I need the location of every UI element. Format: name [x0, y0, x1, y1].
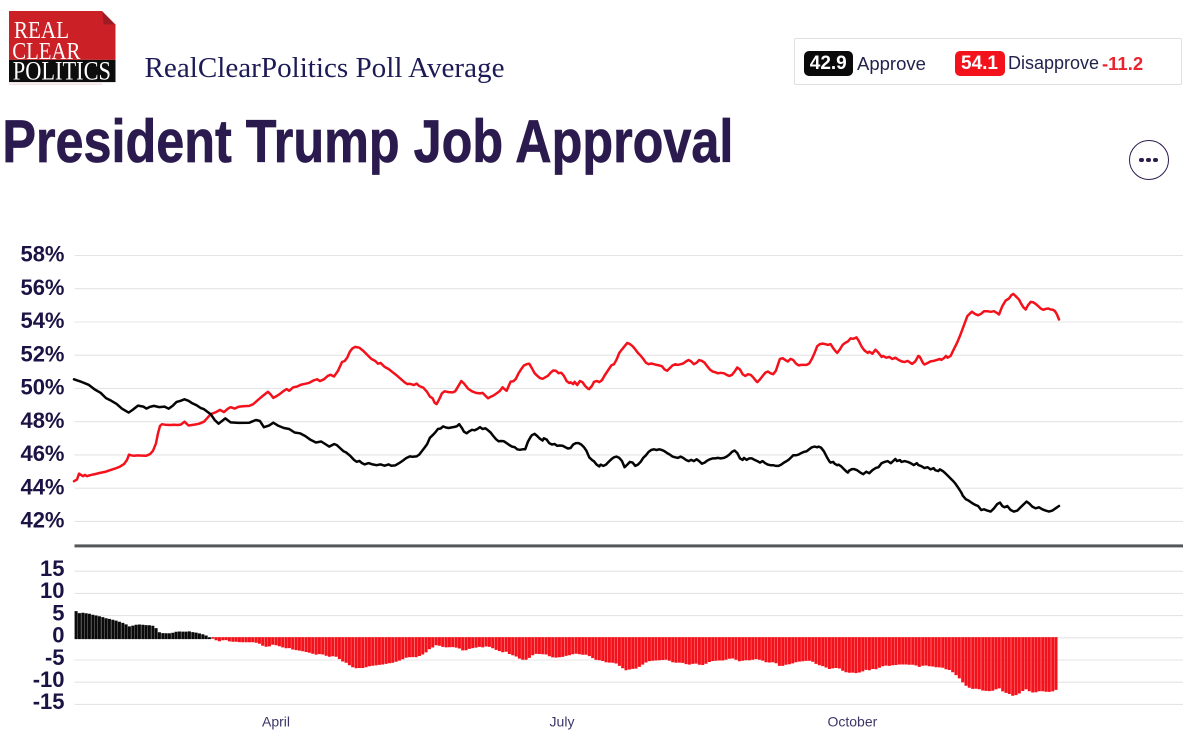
- svg-text:April: April: [262, 714, 290, 730]
- svg-text:46%: 46%: [20, 441, 64, 466]
- svg-text:President Trump Job Approval: President Trump Job Approval: [2, 108, 733, 175]
- svg-text:56%: 56%: [20, 275, 64, 300]
- svg-text:5: 5: [52, 600, 64, 625]
- svg-text:-10: -10: [33, 667, 65, 692]
- svg-text:15: 15: [40, 556, 64, 581]
- svg-text:-15: -15: [33, 689, 65, 714]
- svg-text:48%: 48%: [20, 408, 64, 433]
- svg-text:October: October: [827, 714, 877, 730]
- svg-text:52%: 52%: [20, 341, 64, 366]
- svg-text:POLITICS: POLITICS: [13, 56, 111, 85]
- svg-text:54%: 54%: [20, 308, 64, 333]
- svg-text:REAL: REAL: [14, 17, 69, 43]
- svg-text:July: July: [550, 714, 575, 730]
- svg-text:10: 10: [40, 578, 64, 603]
- svg-text:42%: 42%: [20, 508, 64, 533]
- svg-text:0: 0: [52, 623, 64, 648]
- svg-text:50%: 50%: [20, 375, 64, 400]
- svg-text:CLEAR: CLEAR: [12, 39, 80, 65]
- svg-text:-5: -5: [45, 645, 65, 670]
- svg-text:58%: 58%: [20, 242, 64, 267]
- svg-text:44%: 44%: [20, 474, 64, 499]
- svg-text:RealClearPolitics Poll Average: RealClearPolitics Poll Average: [144, 53, 504, 84]
